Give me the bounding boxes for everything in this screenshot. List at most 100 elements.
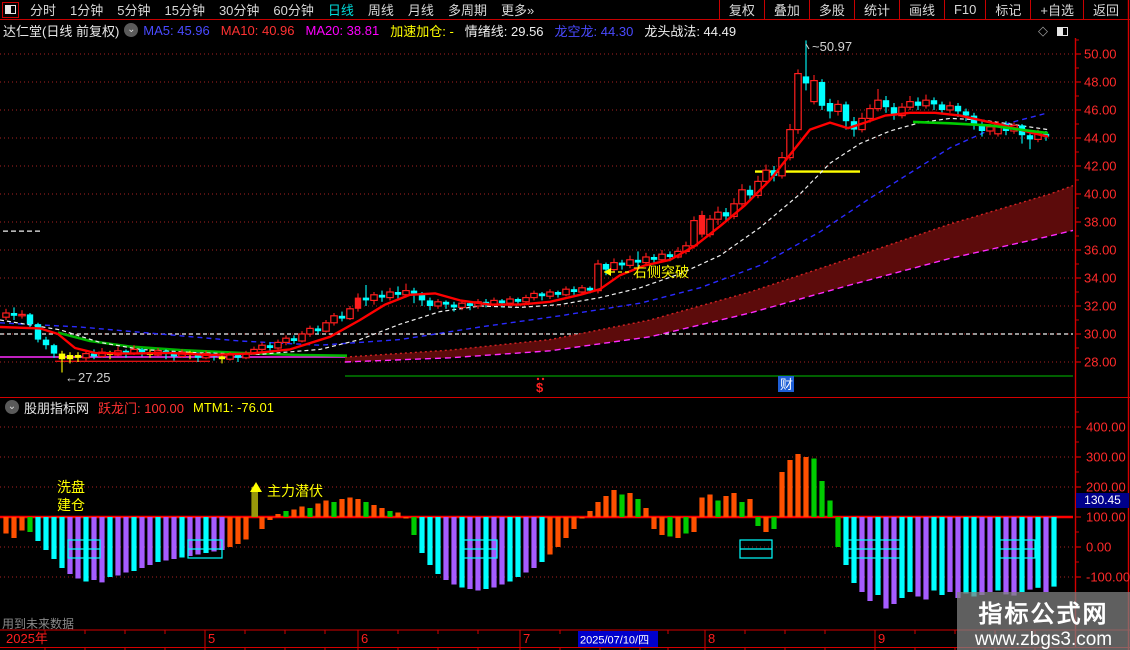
candle-body [330,315,338,324]
period-tab-30分钟[interactable]: 30分钟 [218,3,260,18]
price-label: 48.00 [1084,75,1117,90]
histogram-bar [291,509,297,517]
value-label: 200.00 [1086,480,1126,495]
candle-body [898,106,906,117]
candle-body [650,257,658,260]
histogram-bar [59,517,65,568]
candle-body [2,312,10,318]
period-tab-周线[interactable]: 周线 [367,3,394,18]
candle-body [426,300,434,306]
candle-body [498,300,506,304]
period-tab-5分钟[interactable]: 5分钟 [117,3,151,18]
period-tab-分时[interactable]: 分时 [30,3,57,18]
period-tab-月线[interactable]: 月线 [407,3,434,18]
candle-body [314,328,322,332]
histogram-bar [923,517,929,600]
price-label: 46.00 [1084,103,1117,118]
histogram-bar [595,502,601,517]
candle-body [42,339,50,346]
histogram-bar [283,511,289,517]
histogram-series [3,454,1057,609]
high-annotation: ~50.97 [812,39,852,54]
period-tab-更多»[interactable]: 更多» [500,3,535,18]
chevron-down-icon[interactable]: ⌄ [124,23,139,37]
histogram-bar [387,511,393,517]
candle-body [690,220,698,247]
month-label: 8 [708,631,715,646]
menu-item-+自选[interactable]: +自选 [1030,0,1083,19]
histogram-bar [499,517,505,585]
histogram-bar [123,517,129,573]
histogram-bar [435,517,441,574]
histogram-bar [147,517,153,565]
histogram-bar [587,511,593,517]
candle-body [386,291,394,299]
candle-body [818,82,826,106]
build-label: 建仓 [57,497,85,513]
histogram-bar [811,458,817,517]
histogram-bar [195,517,201,555]
period-tab-60分钟[interactable]: 60分钟 [273,3,314,18]
candle-body [530,292,538,299]
menu-item-统计[interactable]: 统计 [853,0,899,19]
histogram-bar [987,517,993,592]
period-tab-15分钟[interactable]: 15分钟 [164,3,205,18]
candle-body [986,126,994,132]
diamond-icon[interactable]: ◇ [1038,23,1048,38]
month-label: 7 [523,631,530,646]
menu-item-标记[interactable]: 标记 [985,0,1030,19]
menu-item-复权[interactable]: 复权 [718,0,764,19]
histogram-bar [475,517,481,591]
histogram-bar [931,517,937,591]
candle-body [442,301,450,305]
histogram-bar [995,517,1001,591]
stock-title[interactable]: 达仁堂(日线 前复权) [3,23,120,39]
menu-item-F10[interactable]: F10 [943,0,985,19]
candle-body [930,100,938,105]
menu-item-多股[interactable]: 多股 [808,0,854,19]
histogram-bar [755,517,761,526]
histogram-bar [1027,517,1033,590]
histogram-bar [1011,517,1017,596]
candle-body [698,215,706,235]
candle-body [594,263,602,292]
histogram-bar [259,517,265,529]
ma-blue-dashed [0,112,1049,346]
candle-body [354,297,362,309]
histogram-bar [51,517,57,559]
price-label: 30.00 [1084,327,1117,342]
candle-body [306,327,314,335]
candle-body [730,203,738,218]
period-tab-日线[interactable]: 日线 [327,3,354,18]
layout-icon[interactable] [2,1,19,18]
ma-green-left [57,331,348,357]
candle-body [714,211,722,220]
candle-body [90,353,98,357]
candle-body [642,256,650,264]
histogram-bar [1051,517,1057,587]
histogram-bar [99,517,105,583]
histogram-bar [299,506,305,517]
period-tab-1分钟[interactable]: 1分钟 [70,3,104,18]
menu-item-叠加[interactable]: 叠加 [763,0,809,19]
chevron-down-icon[interactable]: ⌄ [5,400,19,414]
indicator-source[interactable]: 股朋指标网 [24,400,90,416]
value-label: 0.00 [1086,540,1111,555]
candle-body [10,313,18,316]
candle-body [434,301,442,307]
period-tab-多周期[interactable]: 多周期 [447,3,487,18]
histogram-bar [763,517,769,532]
candle-body [538,293,546,297]
month-label: 6 [361,631,368,646]
menu-item-画线[interactable]: 画线 [898,0,944,19]
histogram-bar [275,514,281,517]
candle-body [194,355,202,358]
histogram-bar [779,472,785,517]
split-window-icon[interactable] [1057,26,1068,36]
histogram-bar [723,496,729,517]
histogram-bar [947,517,953,592]
flag-pole [252,490,258,517]
candle-body [322,322,330,332]
